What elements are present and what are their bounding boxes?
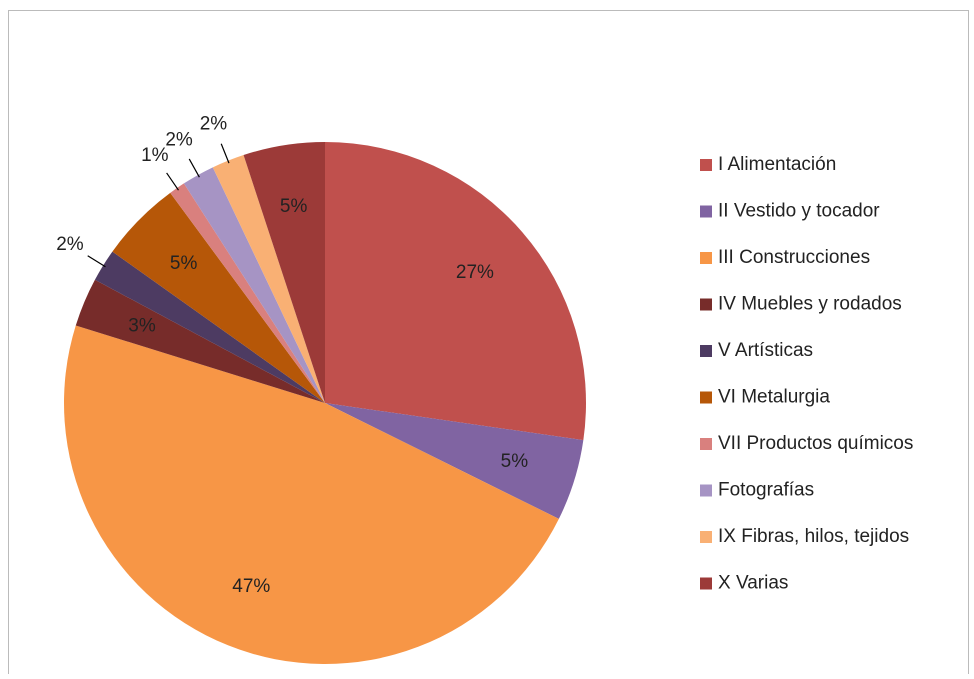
pie-slice (94, 251, 325, 403)
legend-label: IV Muebles y rodados (718, 294, 902, 315)
data-label: 2% (165, 130, 193, 151)
data-label: 47% (232, 576, 270, 597)
legend-label: IX Fibras, hilos, tejidos (718, 526, 909, 547)
pie-slice (64, 325, 559, 664)
pie-slice (170, 183, 325, 403)
data-label: 2% (200, 113, 228, 134)
data-label: 5% (170, 253, 198, 274)
legend-label: VI Metalurgia (718, 387, 830, 408)
legend-label: I Alimentación (718, 154, 836, 175)
legend-swatch (700, 484, 712, 497)
pie-slice (183, 167, 325, 403)
legend-label: VII Productos químicos (718, 433, 913, 454)
leader-line (87, 255, 106, 268)
legend-label: V Artísticas (718, 340, 813, 361)
data-label: 5% (501, 451, 529, 472)
pie-slice (112, 192, 325, 403)
pie-slice (325, 403, 584, 519)
pie-slice (243, 142, 325, 403)
leader-line (166, 172, 179, 191)
legend-label: Fotografías (718, 480, 814, 501)
legend-label: II Vestido y tocador (718, 201, 880, 222)
leader-line (188, 158, 200, 178)
legend-swatch (700, 205, 712, 218)
legend-swatch (700, 577, 712, 590)
pie-slice (75, 279, 326, 403)
pie-slice (325, 142, 586, 441)
legend-swatch (700, 252, 712, 264)
legend-swatch (700, 345, 712, 357)
data-label: 27% (456, 262, 494, 283)
legend-swatch (700, 531, 712, 543)
legend-swatch (700, 438, 712, 450)
legend-swatch (700, 159, 712, 171)
data-label: 2% (56, 234, 84, 255)
pie-slice (212, 155, 325, 403)
data-label: 1% (141, 145, 169, 166)
data-label: 5% (280, 196, 308, 217)
legend-label: III Construcciones (718, 247, 870, 268)
legend-label: X Varias (718, 573, 788, 594)
legend-swatch (700, 298, 712, 311)
legend-swatch (700, 391, 712, 404)
leader-line (220, 143, 230, 164)
data-label: 3% (128, 315, 156, 336)
